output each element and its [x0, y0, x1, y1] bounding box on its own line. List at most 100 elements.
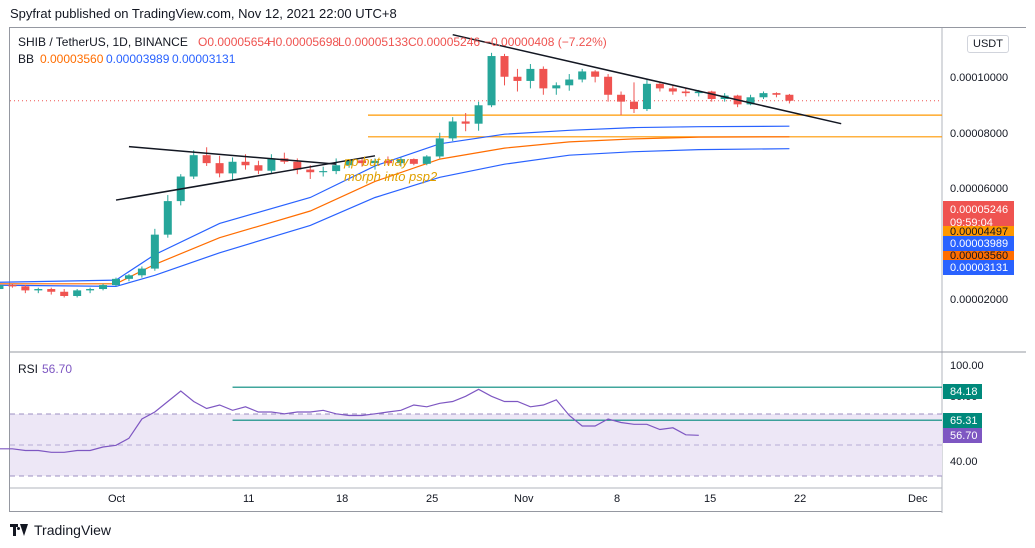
candle-body-35 — [435, 138, 444, 157]
time-label-11: 11 — [243, 493, 254, 505]
candle-body-49 — [617, 94, 626, 102]
candle-body-17 — [202, 155, 211, 164]
candle-body-36 — [448, 121, 457, 139]
candle-body-11 — [124, 275, 133, 279]
rsi-tick-40: 40.00 — [950, 456, 978, 468]
legend-open: O0.00005654 — [198, 35, 271, 49]
candle-body-46 — [578, 71, 587, 80]
time-label-22: 22 — [794, 493, 806, 505]
candle-body-60 — [759, 93, 768, 98]
bb-lower-line — [0, 148, 790, 288]
bb-upper-tag — [943, 236, 1014, 251]
trendline-descending-resistance — [452, 33, 842, 125]
legend-bb-lower: 0.00003131 — [172, 52, 236, 66]
annotation-line-2: morph into psp2 — [344, 169, 438, 184]
footer-brand-text: TradingView — [34, 522, 112, 538]
candle-body-44 — [552, 85, 561, 89]
price-tick-4: 0.00002000 — [950, 294, 1008, 306]
candle-body-21 — [254, 165, 263, 171]
bb-lower-tag — [943, 260, 1014, 275]
candle-body-30 — [371, 160, 379, 164]
time-label-oct: Oct — [108, 493, 125, 505]
bb-basis-tag-value: 0.00003560 — [950, 250, 1008, 262]
candle-body-41 — [513, 76, 522, 81]
candle-body-13 — [150, 234, 159, 269]
trendline-triangle-lower — [115, 155, 376, 201]
rsi-tag-current-value: 56.70 — [950, 430, 978, 442]
time-label-8: 8 — [614, 493, 620, 505]
candle-body-10 — [112, 278, 120, 286]
candle-body-62 — [785, 94, 794, 101]
candle-body-6 — [60, 291, 69, 297]
candle-body-50 — [630, 101, 638, 110]
candle-body-34 — [422, 156, 431, 164]
price-tick-1: 0.00010000 — [950, 72, 1008, 84]
legend-rsi-value: 56.70 — [42, 362, 72, 376]
candle-body-47 — [591, 71, 600, 77]
level-tag-upper-value: 0.00004497 — [950, 226, 1008, 238]
candle-body-9 — [99, 285, 108, 290]
candle-body-4 — [34, 289, 43, 291]
candle-body-38 — [474, 105, 483, 124]
rsi-line — [0, 388, 699, 453]
bb-basis-line — [0, 136, 790, 285]
candle-body-40 — [500, 56, 509, 77]
bb-lower-tag-value: 0.00003131 — [950, 262, 1008, 274]
last-price-value: 0.00005246 — [950, 204, 1008, 216]
candle-body-31 — [383, 160, 392, 164]
candle-body-8 — [86, 289, 95, 291]
legend-bb-basis: 0.00003560 — [40, 52, 104, 66]
bb-basis-tag — [943, 251, 1014, 260]
rsi-tag-upper — [943, 384, 982, 399]
candle-body-43 — [539, 68, 548, 89]
candle-body-20 — [241, 161, 250, 166]
currency-badge[interactable]: USDT — [967, 35, 1009, 53]
bb-upper-line — [0, 125, 790, 283]
candle-body-16 — [189, 155, 198, 177]
candle-body-1 — [0, 285, 4, 290]
time-label-25: 25 — [426, 493, 438, 505]
time-label-15: 15 — [704, 493, 716, 505]
candle-body-12 — [137, 268, 146, 276]
rsi-tag-upper-value: 84.18 — [950, 386, 978, 398]
legend-rsi-label: RSI — [18, 362, 38, 376]
time-label-nov: Nov — [514, 493, 534, 505]
candle-body-18 — [215, 163, 224, 174]
publish-info: Spyfrat published on TradingView.com, No… — [10, 6, 397, 21]
candle-body-52 — [655, 83, 664, 89]
legend-bb-upper: 0.00003989 — [106, 52, 170, 66]
footer-brand: TradingView — [10, 522, 111, 538]
candle-body-48 — [604, 76, 613, 95]
candle-body-5 — [47, 289, 56, 292]
candle-body-39 — [487, 56, 496, 106]
time-label-dec: Dec — [908, 493, 928, 505]
annotation-line-1: pp but may — [343, 154, 410, 169]
tradingview-logo-icon — [10, 524, 28, 536]
time-label-18: 18 — [336, 493, 348, 505]
candle-body-56 — [707, 91, 716, 99]
candle-body-14 — [163, 201, 172, 235]
legend-low: L0.00005133 — [338, 35, 408, 49]
candle-body-37 — [461, 121, 470, 124]
price-tick-3: 0.00006000 — [950, 183, 1008, 195]
candle-body-27 — [332, 165, 341, 172]
legend-change: −0.00000408 (−7.22%) — [484, 35, 607, 49]
candle-body-33 — [409, 159, 418, 164]
candle-body-24 — [293, 161, 302, 170]
candle-body-51 — [642, 83, 651, 110]
candle-body-29 — [358, 160, 367, 164]
candle-body-25 — [306, 169, 315, 173]
candle-body-55 — [694, 91, 703, 94]
candle-body-28 — [345, 160, 354, 166]
candle-body-32 — [396, 159, 405, 164]
legend-bb-label: BB — [18, 52, 34, 66]
candle-body-2 — [8, 285, 17, 287]
rsi-tag-mid — [943, 413, 982, 428]
candle-body-61 — [772, 93, 781, 95]
rsi-pane — [0, 386, 942, 453]
legend-high: H0.00005698 — [267, 35, 339, 49]
level-tag-upper — [943, 226, 1014, 236]
price-pane — [0, 33, 942, 298]
candle-body-45 — [565, 79, 574, 86]
